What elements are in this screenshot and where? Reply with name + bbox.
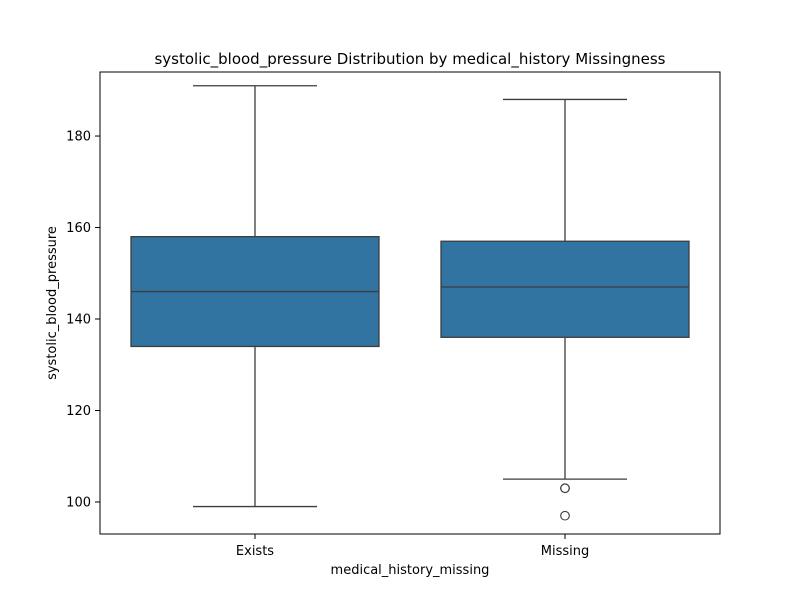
y-tick-label: 100 [66, 495, 91, 510]
x-tick-label: Exists [236, 544, 274, 559]
outlier-point [560, 483, 570, 494]
outlier-point [560, 510, 570, 521]
plot-area [99, 71, 721, 535]
box-exists [130, 85, 380, 508]
y-tick-label: 160 [66, 221, 91, 236]
y-tick-label: 180 [66, 130, 91, 145]
x-axis-label: medical_history_missing [331, 563, 490, 578]
x-tick-label: Missing [541, 544, 589, 559]
box-missing [440, 98, 690, 521]
y-tick-label: 140 [66, 313, 91, 328]
chart-title: systolic_blood_pressure Distribution by … [154, 50, 665, 69]
x-axis: Exists Missing [236, 534, 589, 559]
box-group [130, 85, 690, 521]
y-axis: 100 120 140 160 180 [66, 130, 100, 510]
y-axis-label: systolic_blood_pressure [45, 226, 60, 380]
iqr-box [440, 240, 690, 338]
y-tick-label: 120 [66, 404, 91, 419]
